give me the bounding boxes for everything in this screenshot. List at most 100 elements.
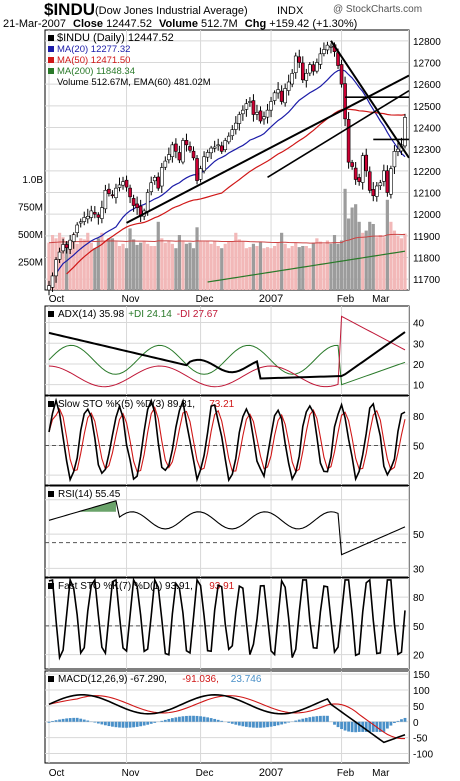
macd-histogram-bar [51,720,54,722]
candle-up [286,81,291,91]
volume-bar [336,243,340,290]
macd-histogram-bar [297,719,301,722]
macd-histogram-bar [199,716,202,722]
volume-bar [110,238,115,290]
fast-axis-tick-label: 80 [413,593,425,604]
macd-histogram-bar [93,721,97,723]
volume-bar [403,233,407,290]
candle-down [251,100,256,115]
macd-histogram-bar [118,721,121,728]
volume-bar [315,238,319,290]
macd-histogram-bar [311,716,315,722]
candle-down [96,214,101,218]
volume-bar [255,246,259,290]
volume-bar [135,244,139,290]
macd-histogram-bar [54,720,58,722]
volume-bar [283,243,287,290]
legend-swatch [48,57,54,63]
candle-down [346,119,351,163]
price-axis-tick-label: 12400 [413,124,441,135]
macd-histogram-bar [364,721,368,732]
price-x-month-label: Oct [49,294,65,305]
price-axis-tick-label: 11800 [413,254,441,265]
macd-histogram-bar [266,721,269,728]
macd-histogram-bar [167,718,171,722]
volume-bar [121,243,125,290]
candle-down [124,179,129,188]
volume-bar [93,248,97,290]
price-x-month-label: Feb [337,294,355,305]
candle-up [216,144,220,147]
macd-histogram-bar [82,719,86,722]
macd-histogram-bar [269,721,273,727]
candle-up [378,182,383,187]
volume-axis-label: 750M [18,203,43,214]
macd-histogram-bar [396,720,400,722]
macd-histogram-bar [322,715,326,722]
macd-x-month-label: Dec [196,768,214,779]
macd-legend-entry: -91.036, [182,674,219,685]
volume-bar [361,232,365,290]
volume-bar [142,241,146,290]
candle-up [163,160,168,168]
uptrend-line [126,74,410,224]
macd-histogram-bar [280,721,284,725]
volume-bar [230,241,234,290]
macd-histogram-bar [389,721,393,726]
volume-bar [68,242,72,290]
candle-down [110,194,115,197]
price-legend-entry: MA(20) 12277.32 [57,44,130,55]
candle-up [71,234,76,242]
volume-bar [294,242,298,290]
macd-line [48,693,406,744]
secondary-trendline [267,89,410,179]
volume-bar [357,221,361,290]
price-axis-tick-label: 12800 [413,37,441,48]
price-legend-entry: $INDU (Daily) 12447.52 [57,32,174,44]
candle-down [219,145,224,152]
fast-axis-tick-label: 20 [413,651,425,662]
volume-bar [206,240,210,290]
volume-bar [124,248,129,290]
candle-up [209,147,213,154]
legend-swatch [48,491,54,497]
volume-bar [213,241,217,290]
macd-histogram-bar [357,721,361,732]
macd-histogram-bar [163,719,167,722]
candle-up [223,140,228,150]
volume-bar [389,221,393,290]
volume-bar [227,241,231,290]
candle-down [128,187,132,198]
volume-bar [188,242,192,290]
macd-histogram-bar [142,721,146,726]
macd-histogram-bar [371,721,375,732]
slow-legend-entry: Slow STO %K(5) %D(3) 89.31, [58,399,195,410]
macd-histogram-bar [79,718,83,722]
macd-histogram-bar [170,718,174,722]
candle-down [131,198,136,206]
volume-bar [79,238,83,290]
volume-bar [184,243,189,290]
ma200-line [207,250,406,283]
volume-bar [209,243,213,290]
macd-histogram-bar [308,717,312,722]
adx-legend-entry: ADX(14) 35.98 [58,309,125,320]
candle-up [230,129,235,137]
macd-histogram-bar [68,718,72,722]
price-x-month-label: Dec [196,294,214,305]
candle-up [167,154,171,161]
macd-histogram-bar [403,717,407,722]
macd-histogram-bar [304,717,308,722]
macd-histogram-bar [350,721,354,733]
volume-bar [75,243,79,290]
candle-down [343,83,347,120]
candle-up [78,221,83,224]
macd-axis-tick-label: 100 [413,686,430,697]
macd-histogram-bar [273,721,276,727]
volume-bar [304,246,308,290]
macd-legend-entry: 23.746 [231,674,262,685]
candle-up [205,152,210,158]
minus-di-line [48,315,406,388]
price-axis-tick-label: 11700 [413,275,441,286]
volume-bar [216,246,220,290]
